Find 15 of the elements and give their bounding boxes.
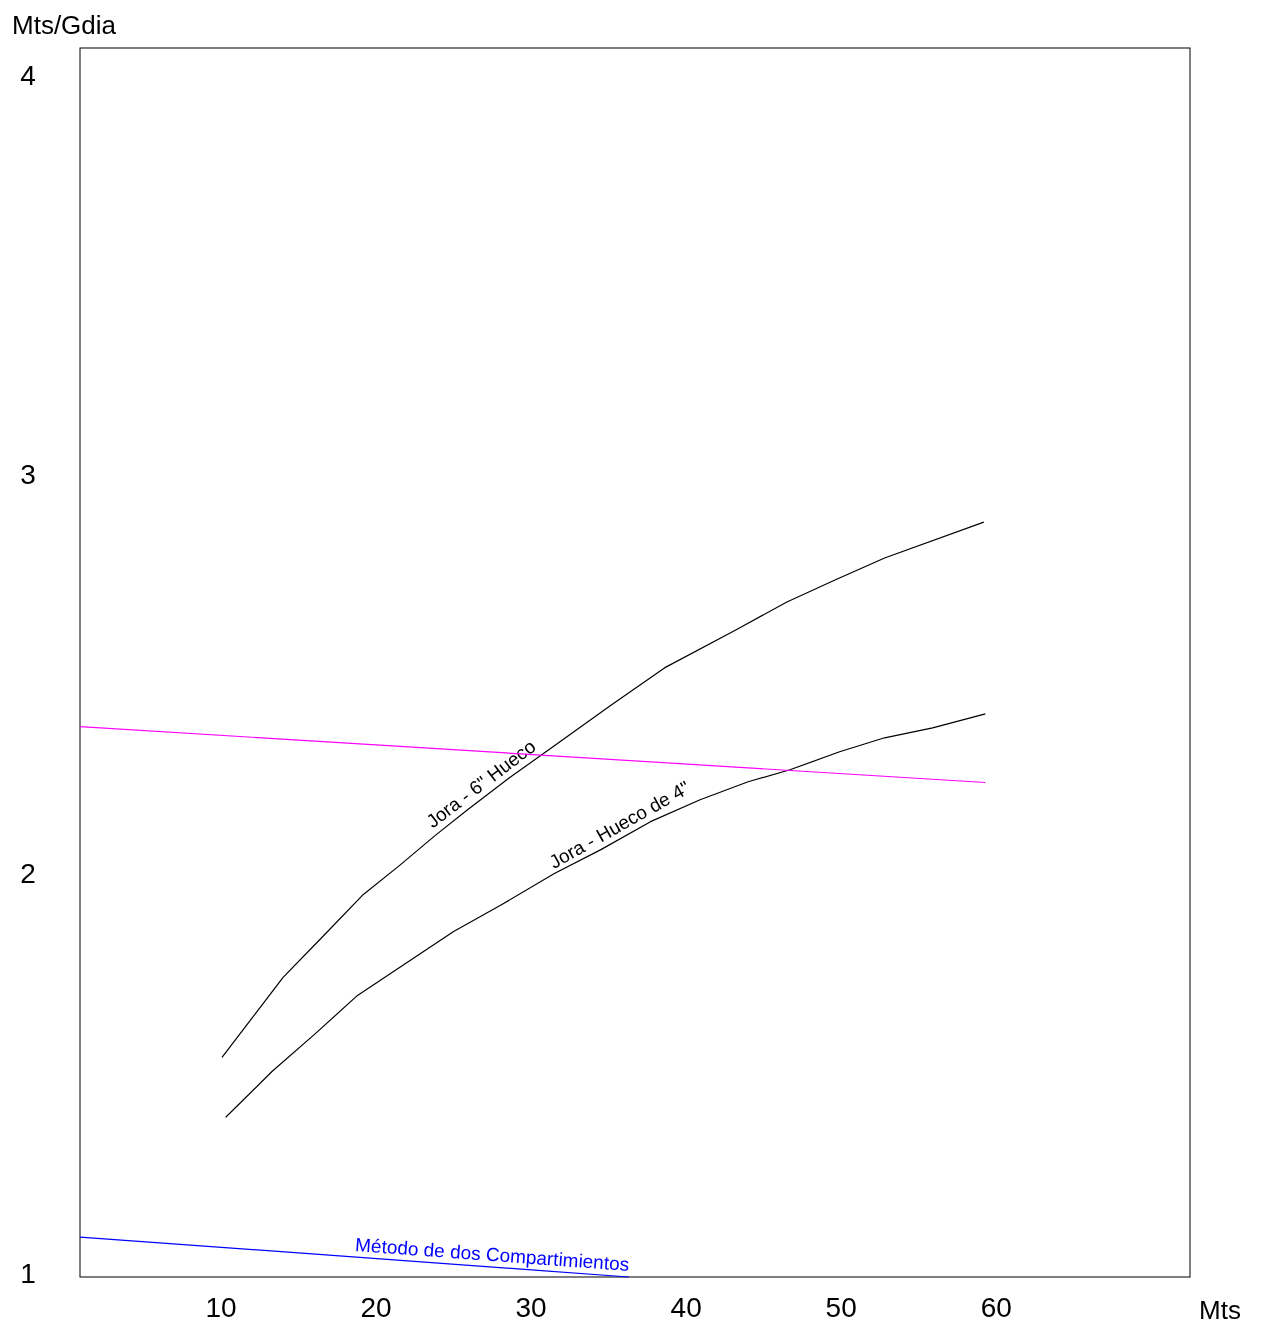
x-tick-label: 50: [825, 1292, 857, 1323]
y-axis-title: Mts/Gdia: [12, 10, 117, 40]
x-tick-label: 20: [360, 1292, 392, 1323]
line-series: [225, 713, 986, 1118]
x-tick-label: 40: [670, 1292, 702, 1323]
line-series: [221, 521, 985, 1058]
x-tick-label: 10: [205, 1292, 237, 1323]
y-tick-label: 3: [20, 458, 36, 490]
y-tick-label: 4: [20, 59, 36, 91]
series-label: Método de dos Compartimientos: [354, 1234, 630, 1275]
y-tick-label: 1: [20, 1257, 36, 1289]
x-tick-label: 60: [980, 1292, 1012, 1323]
x-tick-label: 30: [515, 1292, 547, 1323]
x-axis-title: Mts: [1199, 1295, 1241, 1325]
y-tick-label: 2: [20, 858, 36, 890]
